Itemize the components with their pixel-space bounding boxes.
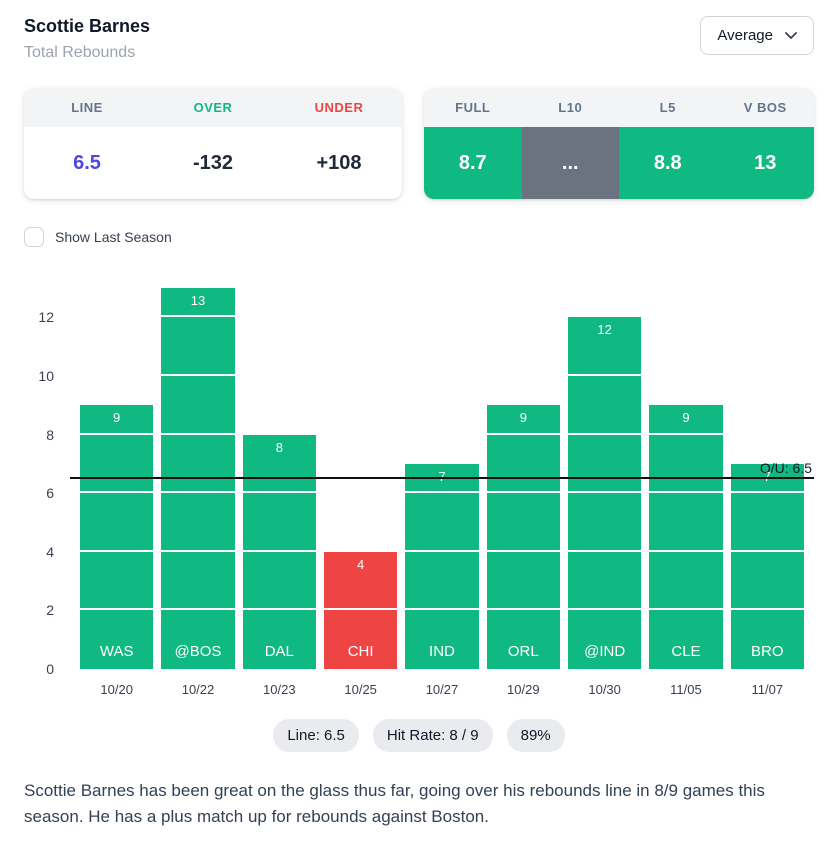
- y-axis-label: 4: [46, 543, 54, 560]
- splits-card-header: FULL L10 L5 V BOS: [424, 88, 814, 127]
- bar-value-label: 7: [731, 469, 804, 484]
- y-axis-label: 0: [46, 661, 54, 677]
- bar-value-label: 7: [405, 469, 478, 484]
- date-label: 10/25: [344, 682, 377, 697]
- hit-rate-pill: Hit Rate: 8 / 9: [372, 719, 493, 752]
- date-label: 10/20: [100, 682, 133, 697]
- date-label: 10/23: [263, 682, 296, 697]
- bar-column: 4 CHI: [323, 551, 398, 669]
- bar-cle: 9 CLE: [649, 405, 723, 669]
- bar-value-label: 8: [275, 439, 283, 455]
- l10-avg-value: ...: [521, 127, 619, 199]
- summary-pills: Line: 6.5 Hit Rate: 8 / 9 89%: [24, 719, 814, 752]
- bar-team-label: WAS: [99, 643, 134, 660]
- date-label: 11/07: [751, 682, 784, 697]
- bar-ind: 7 IND: [405, 463, 479, 669]
- full-avg-value: 8.7: [458, 151, 487, 174]
- under-odds-value: +108: [316, 151, 362, 174]
- checkbox-label: Show Last Season: [55, 229, 172, 245]
- checkbox-icon[interactable]: [24, 227, 44, 247]
- l10-header: L10: [558, 100, 583, 115]
- bar-chi: 4 CHI: [323, 551, 398, 669]
- average-dropdown[interactable]: Average: [700, 16, 814, 55]
- chevron-down-icon: [785, 32, 797, 39]
- y-axis: 0 2 4 6 8 10 12: [24, 283, 70, 677]
- bar-value-label: 9: [113, 410, 121, 426]
- average-dropdown-value: Average: [717, 27, 773, 44]
- date-label: 10/29: [507, 682, 540, 697]
- hit-pct-pill: 89%: [506, 719, 565, 752]
- show-last-season-toggle[interactable]: Show Last Season: [24, 227, 814, 247]
- date-label: 11/05: [670, 682, 702, 697]
- line-header: LINE: [71, 100, 103, 115]
- bar-column: 12 @IND: [567, 317, 642, 669]
- chart-plot-area: 9 WAS 13 @BOS 8 DAL 4 CHI 7 IND 9 ORL 12 @IND 9 CLE 7 BRO…: [70, 283, 814, 669]
- vs-opponent-header: V BOS: [743, 100, 787, 115]
- gridline: [70, 432, 814, 435]
- title-block: Scottie Barnes Total Rebounds: [24, 16, 150, 62]
- x-axis-dates: 10/20 10/22 10/23 10/25 10/27 10/29 10/30 11/05…: [70, 682, 814, 697]
- over-under-line-label: O/U: 6.5: [759, 459, 812, 476]
- line-pill: Line: 6.5: [273, 719, 359, 752]
- bar-value-label: 9: [519, 410, 527, 426]
- over-odds-value: -132: [192, 151, 234, 174]
- date-label: 10/27: [425, 682, 459, 697]
- bar-value-label: 4: [357, 556, 365, 572]
- bar-column: 7 BRO: [730, 463, 804, 669]
- bar-column: 9 ORL: [486, 405, 560, 669]
- bar-at-ind: 12 @IND: [567, 317, 642, 669]
- under-header: UNDER: [314, 100, 364, 115]
- gridline: [70, 608, 814, 611]
- gridline: [70, 315, 814, 318]
- y-axis-label: 12: [38, 309, 54, 326]
- bar-value-label: 13: [190, 293, 206, 309]
- bar-column: 7 IND: [405, 463, 479, 669]
- date-label: 10/22: [181, 682, 215, 697]
- splits-card: FULL L10 L5 V BOS 8.7 ... 8.8 13: [424, 88, 814, 199]
- date-label: 10/30: [588, 682, 621, 697]
- bar-team-label: IND: [429, 643, 455, 660]
- stats-cards-row: LINE OVER UNDER 6.5 -132 +108 FULL L10 L…: [24, 88, 814, 199]
- vs-opponent-avg-value: 13: [754, 151, 777, 174]
- bar-orl: 9 ORL: [486, 405, 560, 669]
- over-header: OVER: [193, 100, 233, 115]
- stat-type-label: Total Rebounds: [24, 44, 136, 61]
- bar-value-label: 9: [682, 410, 690, 426]
- gridline: [70, 374, 814, 376]
- y-axis-label: 8: [46, 426, 54, 443]
- over-under-line: [70, 476, 814, 479]
- y-axis-label: 10: [38, 368, 54, 384]
- bar-team-label: ORL: [507, 643, 539, 660]
- bar-bro: 7 BRO: [730, 463, 804, 669]
- line-card-header: LINE OVER UNDER: [24, 88, 402, 127]
- l5-header: L5: [659, 100, 676, 115]
- bar-team-label: BRO: [751, 643, 784, 660]
- y-axis-label: 6: [46, 485, 54, 502]
- header: Scottie Barnes Total Rebounds Average: [24, 16, 814, 62]
- gridline: [70, 491, 814, 494]
- y-axis-label: 2: [46, 602, 54, 619]
- bar-team-label: CHI: [347, 643, 374, 660]
- line-value: 6.5: [73, 151, 101, 174]
- bar-team-label: CLE: [671, 643, 701, 660]
- line-odds-card: LINE OVER UNDER 6.5 -132 +108: [24, 88, 402, 199]
- bar-column: 9 WAS: [80, 405, 154, 669]
- bar-was: 9 WAS: [80, 405, 154, 669]
- splits-card-values: 8.7 ... 8.8 13: [424, 127, 814, 199]
- bar-value-label: 12: [597, 322, 612, 338]
- l5-avg-value: 8.8: [653, 151, 682, 174]
- gridline: [70, 549, 814, 552]
- analysis-text: Scottie Barnes has been great on the gla…: [24, 781, 765, 826]
- bar-team-label: DAL: [264, 643, 294, 660]
- line-card-values: 6.5 -132 +108: [24, 127, 402, 199]
- bar-team-label: @IND: [584, 643, 626, 660]
- full-header: FULL: [455, 100, 491, 115]
- rebounds-bar-chart: 0 2 4 6 8 10 12 9 WAS 13 @BOS 8 DAL 4 CHI 7 IND 9 ORL 12 @I…: [24, 283, 814, 677]
- page-title: Scottie Barnes: [24, 16, 151, 36]
- bar-column: 9 CLE: [649, 405, 723, 669]
- bar-team-label: @BOS: [174, 643, 222, 660]
